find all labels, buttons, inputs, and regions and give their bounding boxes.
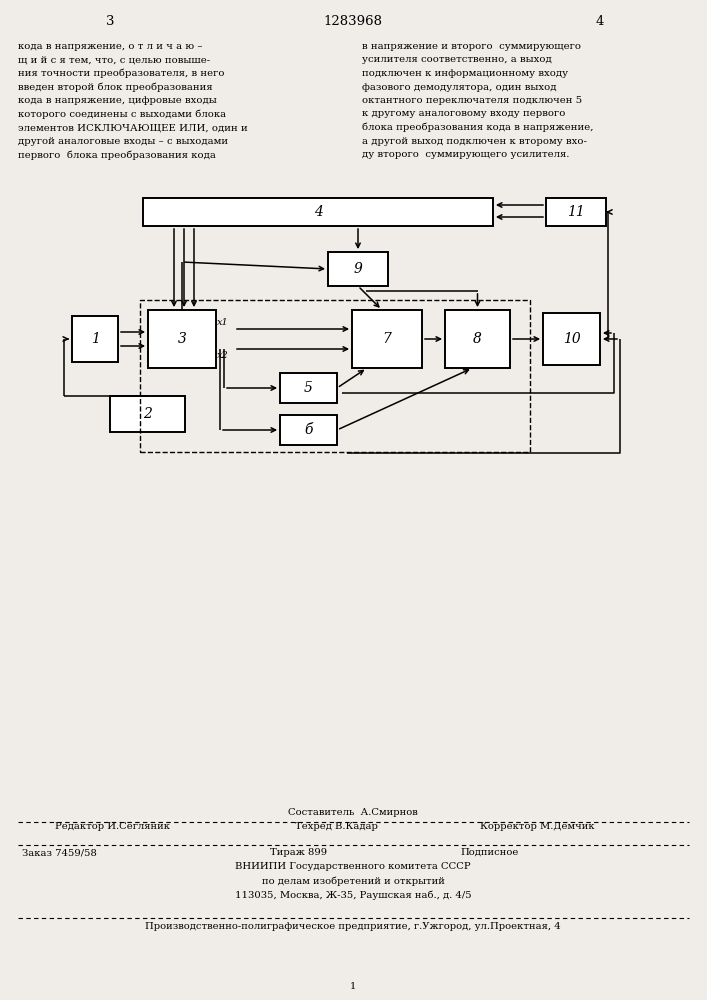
Bar: [140, 300, 530, 452]
Text: 8: 8: [473, 332, 482, 346]
Bar: [445, 310, 510, 368]
Text: Редактор И.Сегляник: Редактор И.Сегляник: [55, 822, 170, 831]
Text: 2: 2: [143, 407, 152, 421]
Text: 7: 7: [382, 332, 392, 346]
Bar: [546, 198, 606, 226]
Text: 113035, Москва, Ж-35, Раушская наб., д. 4/5: 113035, Москва, Ж-35, Раушская наб., д. …: [235, 890, 472, 900]
Text: Корректор М.Демчик: Корректор М.Демчик: [480, 822, 595, 831]
Text: Составитель  А.Смирнов: Составитель А.Смирнов: [288, 808, 418, 817]
Text: ду второго  суммирующего усилителя.: ду второго суммирующего усилителя.: [362, 150, 570, 159]
Bar: [110, 396, 185, 432]
Bar: [280, 415, 337, 445]
Text: другой аналоговые входы – с выходами: другой аналоговые входы – с выходами: [18, 136, 228, 145]
Bar: [72, 316, 118, 362]
Text: к другому аналоговому входу первого: к другому аналоговому входу первого: [362, 109, 566, 118]
Text: а другой выход подключен к второму вхо-: а другой выход подключен к второму вхо-: [362, 136, 587, 145]
Text: блока преобразования кода в напряжение,: блока преобразования кода в напряжение,: [362, 123, 593, 132]
Text: 4: 4: [314, 205, 322, 219]
Text: Техред В.Кадар: Техред В.Кадар: [295, 822, 378, 831]
Text: кода в напряжение, о т л и ч а ю –: кода в напряжение, о т л и ч а ю –: [18, 42, 202, 51]
Text: 1283968: 1283968: [324, 15, 382, 28]
Text: Тираж 899: Тираж 899: [270, 848, 327, 857]
Text: которого соединены с выходами блока: которого соединены с выходами блока: [18, 109, 226, 119]
Bar: [352, 310, 422, 368]
Text: 3: 3: [177, 332, 187, 346]
Text: 9: 9: [354, 262, 363, 276]
Text: Подписное: Подписное: [460, 848, 518, 857]
Text: 1: 1: [90, 332, 100, 346]
Text: Производственно-полиграфическое предприятие, г.Ужгород, ул.Проектная, 4: Производственно-полиграфическое предприя…: [145, 922, 561, 931]
Text: х1: х1: [217, 318, 229, 327]
Text: ния точности преобразователя, в него: ния точности преобразователя, в него: [18, 69, 225, 79]
Text: октантного переключателя подключен 5: октантного переключателя подключен 5: [362, 96, 582, 105]
Text: х2: х2: [217, 351, 229, 360]
Text: б: б: [304, 423, 312, 437]
Text: щ и й с я тем, что, с целью повыше-: щ и й с я тем, что, с целью повыше-: [18, 55, 210, 64]
Text: в напряжение и второго  суммирующего: в напряжение и второго суммирующего: [362, 42, 581, 51]
Text: фазового демодулятора, один выход: фазового демодулятора, один выход: [362, 83, 556, 92]
Text: 1: 1: [350, 982, 356, 991]
Text: 3: 3: [106, 15, 115, 28]
Text: 4: 4: [596, 15, 604, 28]
Text: кода в напряжение, цифровые входы: кода в напряжение, цифровые входы: [18, 96, 217, 105]
Text: усилителя соответственно, а выход: усилителя соответственно, а выход: [362, 55, 551, 64]
Text: элементов ИСКЛЮЧАЮЩЕЕ ИЛИ, один и: элементов ИСКЛЮЧАЮЩЕЕ ИЛИ, один и: [18, 123, 247, 132]
Bar: [280, 373, 337, 403]
Bar: [148, 310, 216, 368]
Text: Заказ 7459/58: Заказ 7459/58: [22, 848, 97, 857]
Text: 11: 11: [567, 205, 585, 219]
Bar: [543, 313, 600, 365]
Text: первого  блока преобразования кода: первого блока преобразования кода: [18, 150, 216, 159]
Text: по делам изобретений и открытий: по делам изобретений и открытий: [262, 876, 445, 886]
Text: введен второй блок преобразования: введен второй блок преобразования: [18, 83, 213, 92]
Bar: [328, 252, 388, 286]
Bar: [143, 198, 493, 226]
Text: подключен к информационному входу: подключен к информационному входу: [362, 69, 568, 78]
Text: 5: 5: [304, 381, 313, 395]
Text: 10: 10: [563, 332, 580, 346]
Text: ВНИИПИ Государственного комитета СССР: ВНИИПИ Государственного комитета СССР: [235, 862, 471, 871]
